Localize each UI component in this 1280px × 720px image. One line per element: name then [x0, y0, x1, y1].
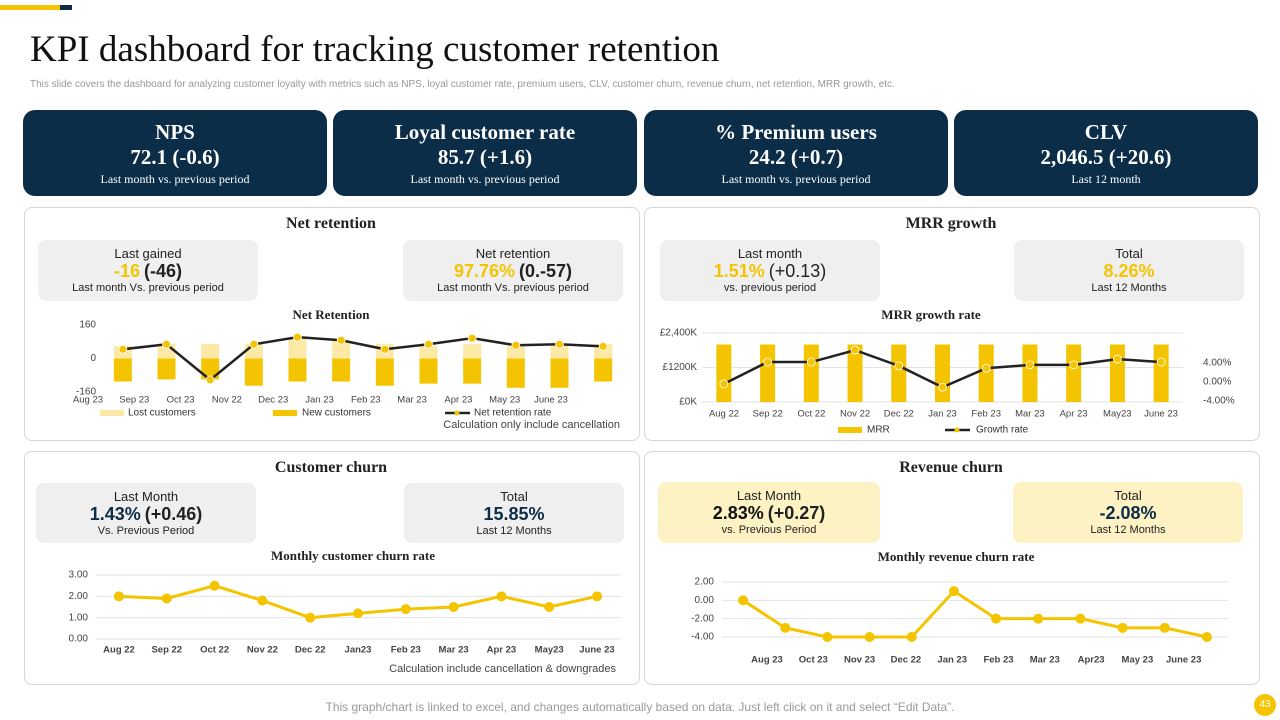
kpi-value: 85.7 (+1.6): [437, 145, 533, 169]
stat-label: Total: [1114, 488, 1142, 503]
panel-title: Net retention: [286, 215, 376, 232]
stat-note: Last 12 Months: [476, 525, 552, 537]
stat-value: 97.76%: [453, 261, 516, 281]
stat-note: vs. previous period: [723, 282, 817, 294]
stat-value: 1.43%: [89, 504, 141, 524]
stat-note: vs. Previous Period: [721, 524, 817, 536]
title: KPI dashboard for tracking customer rete…: [30, 29, 720, 70]
kpi-note: Last month vs. previous period: [100, 172, 250, 186]
stat-change: (+0.27): [767, 503, 826, 523]
page-number: 43: [1254, 694, 1276, 716]
stat-value: 8.26%: [1103, 261, 1155, 281]
stat-label: Total: [500, 489, 528, 504]
subtitle: This slide covers the dashboard for anal…: [30, 79, 895, 90]
kpi-value: 2,046.5 (+20.6): [1040, 145, 1172, 169]
stat-change: (-46): [144, 261, 183, 281]
stat-change: (0.-57): [519, 261, 573, 281]
stat-box: Last month 1.51% (+0.13) vs. previous perio…: [660, 240, 880, 301]
stat-value: 15.85%: [483, 504, 545, 524]
stat-label: Last gained: [114, 246, 182, 261]
kpi-title: Loyal customer rate: [394, 120, 576, 144]
kpi-value: 24.2 (+0.7): [748, 145, 844, 169]
footer-note: This graph/chart is linked to excel, and…: [325, 700, 955, 714]
stat-row: 97.76% (0.-57): [403, 261, 623, 282]
kpi-card: Loyal customer rate 85.7 (+1.6) Last month…: [333, 110, 637, 196]
stat-box: Last Month 2.83% (+0.27) vs. Previous Perio…: [658, 482, 880, 543]
stat-row: -16 (-46): [38, 261, 258, 282]
kpi-note: Last month vs. previous period: [410, 172, 560, 186]
footnote: Calculation include cancellation & downg…: [389, 663, 616, 675]
stat-note: Last 12 Months: [1090, 524, 1166, 536]
stat-box: Total 8.26% Last 12 Months: [1014, 240, 1244, 301]
stat-note: Last 12 Months: [1091, 282, 1167, 294]
stat-label: Last Month: [113, 489, 179, 504]
kpi-title: CLV: [1084, 120, 1128, 144]
kpi-value: 72.1 (-0.6): [130, 145, 220, 169]
stat-note: Last month Vs. previous period: [437, 282, 589, 294]
stat-box: Last gained -16 (-46) Last month Vs. previo…: [38, 240, 258, 301]
kpi-note: Last month vs. previous period: [721, 172, 871, 186]
stat-box: Total 15.85% Last 12 Months: [404, 483, 624, 543]
stat-note: Vs. Previous Period: [97, 525, 195, 537]
accent-bar: [60, 5, 72, 10]
stat-row: 2.83% (+0.27): [658, 503, 880, 524]
stat-row: -2.08%: [1013, 503, 1243, 524]
stat-row: 15.85%: [404, 504, 624, 525]
accent-bar: [0, 5, 60, 10]
stat-change: (+0.13): [768, 261, 827, 281]
kpi-card: NPS 72.1 (-0.6) Last month vs. previous pe…: [23, 110, 327, 196]
panel-title: Revenue churn: [899, 459, 1003, 476]
panel-title: MRR growth: [905, 215, 997, 232]
stat-row: 8.26%: [1014, 261, 1244, 282]
stat-change: (+0.46): [144, 504, 203, 524]
kpi-title: NPS: [155, 120, 195, 144]
kpi-card: % Premium users 24.2 (+0.7) Last month vs.…: [644, 110, 948, 196]
footnote: Calculation only include cancellation: [443, 419, 620, 431]
stat-row: 1.43% (+0.46): [36, 504, 256, 525]
stat-value: -2.08%: [1099, 503, 1157, 523]
stat-box: Total -2.08% Last 12 Months: [1013, 482, 1243, 543]
stat-label: Net retention: [475, 246, 551, 261]
stat-label: Total: [1115, 246, 1143, 261]
stat-label: Last month: [737, 246, 803, 261]
kpi-note: Last 12 month: [1071, 172, 1141, 186]
stat-value: 1.51%: [713, 261, 765, 281]
kpi-title: % Premium users: [715, 120, 877, 144]
stat-note: Last month Vs. previous period: [72, 282, 224, 294]
stat-row: 1.51% (+0.13): [660, 261, 880, 282]
stat-label: Last Month: [736, 488, 802, 503]
kpi-card: CLV 2,046.5 (+20.6) Last 12 month: [954, 110, 1258, 196]
stat-value: -16: [113, 261, 140, 281]
stat-value: 2.83%: [712, 503, 764, 523]
stat-box: Net retention 97.76% (0.-57) Last month Vs.…: [403, 240, 623, 301]
stat-box: Last Month 1.43% (+0.46) Vs. Previous Perio…: [36, 483, 256, 543]
panel-title: Customer churn: [274, 459, 388, 476]
